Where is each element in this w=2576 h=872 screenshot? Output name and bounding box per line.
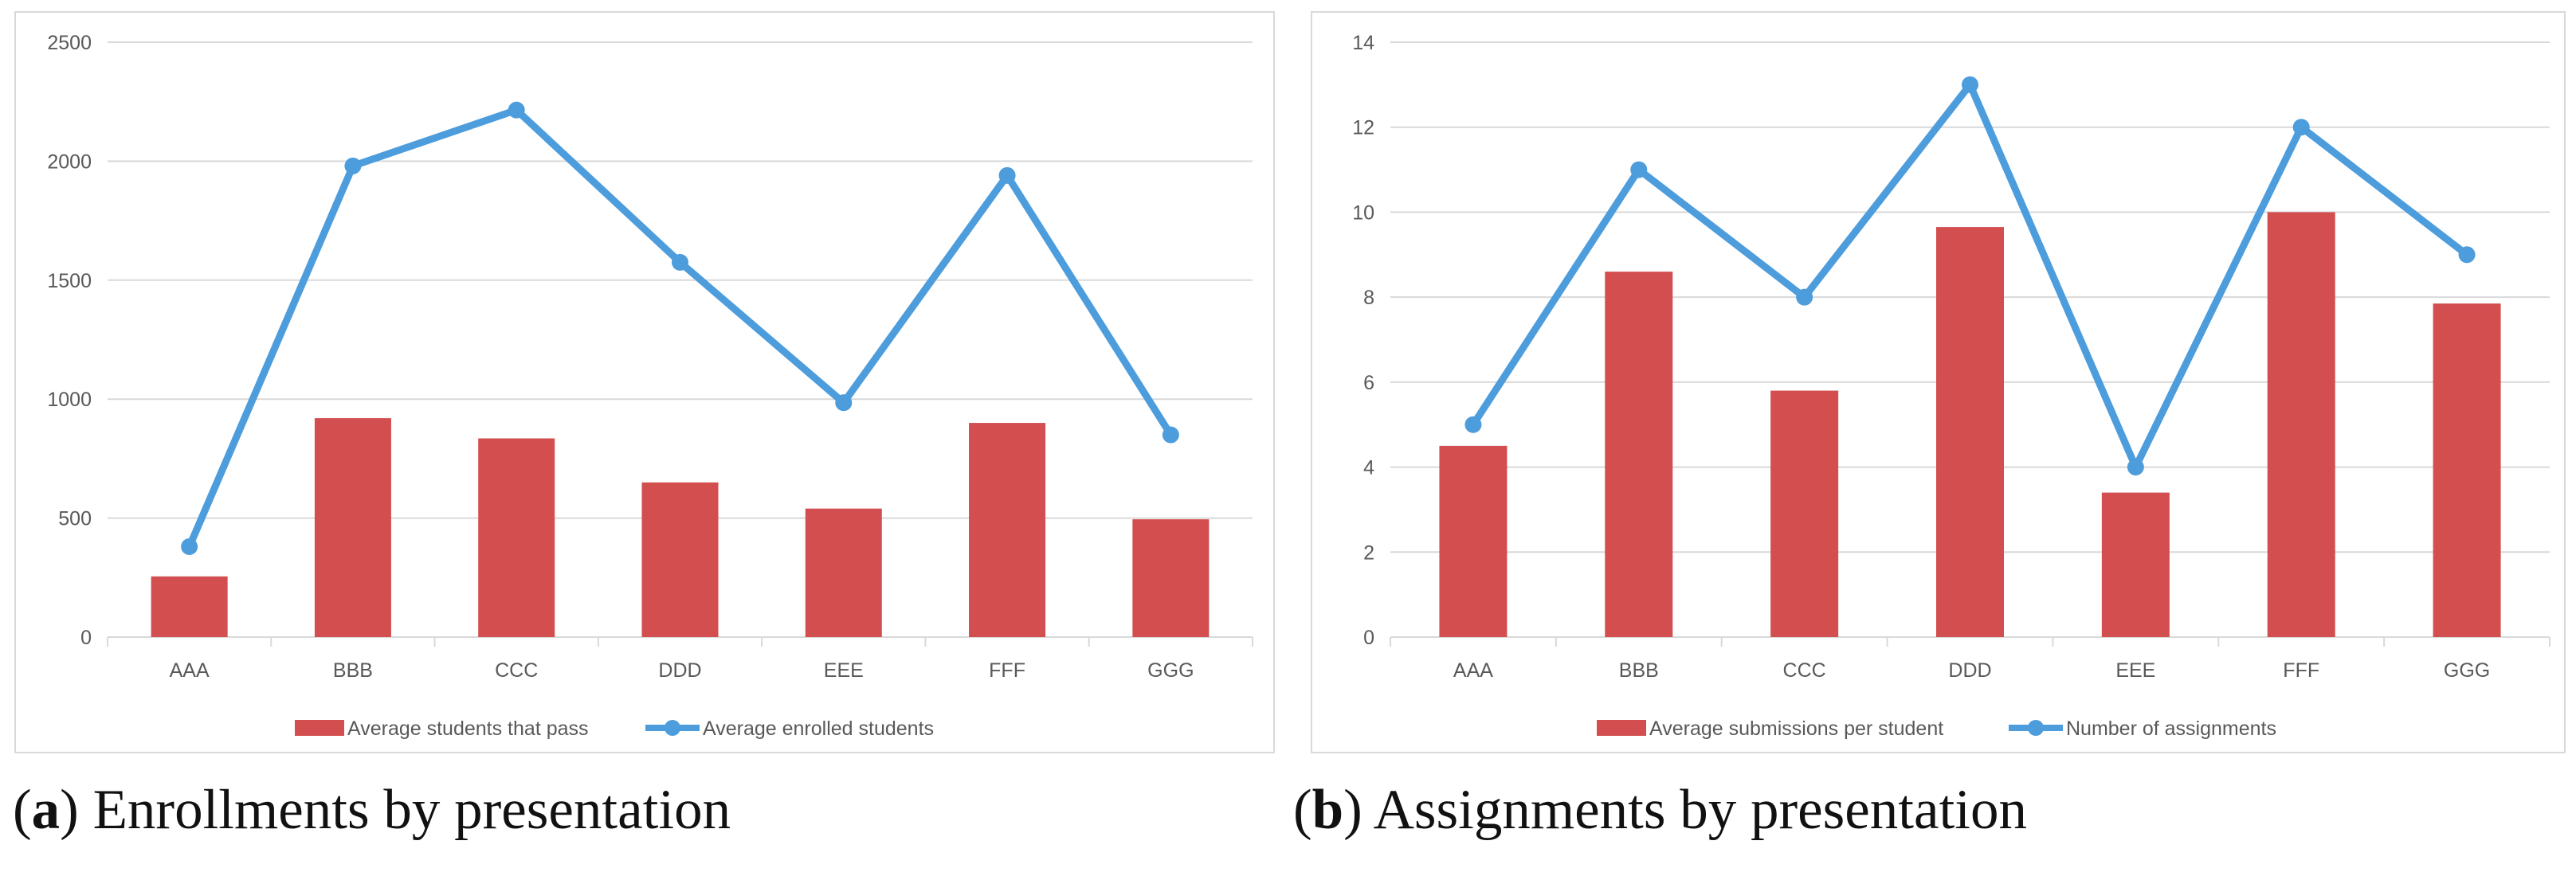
bar (2433, 303, 2501, 637)
caption-letter: a (31, 779, 61, 841)
x-tick-label: EEE (824, 659, 864, 682)
x-tick-label: DDD (658, 659, 701, 682)
assignments-chart: 0 2 4 6 8 10 12 14 AAA BBB CCC DDD EEE FFF GGG Average … (1352, 32, 2551, 740)
x-tick-label: EEE (2115, 659, 2155, 682)
y-tick-label: 0 (1363, 627, 1374, 649)
legend-label: Average enrolled students (703, 718, 934, 740)
caption-text: Assignments by presentation (1362, 779, 2027, 841)
y-tick-label: 6 (1363, 372, 1374, 394)
y-tick-label: 4 (1363, 457, 1374, 479)
x-tick-label: BBB (333, 659, 373, 682)
caption-enrollments: (a) Enrollments by presentation (13, 782, 731, 839)
y-tick-label: 500 (58, 508, 92, 530)
chart-panel-enrollments: 0 500 1000 1500 2000 2500 AAA BBB CCC DDD EEE FFF GG… (14, 11, 1275, 753)
bar (1439, 445, 1508, 637)
x-tick-label: GGG (2444, 659, 2490, 682)
y-tick-label: 10 (1352, 201, 1374, 224)
bar (641, 482, 719, 637)
legend-bar-swatch (295, 720, 344, 736)
y-tick-label: 12 (1352, 117, 1374, 139)
x-tick-label: DDD (1948, 659, 1991, 682)
caption-close-paren: ) (1343, 779, 1362, 841)
y-tick-label: 1000 (47, 389, 92, 411)
chart-panel-assignments: 0 2 4 6 8 10 12 14 AAA BBB CCC DDD EEE FFF GGG Average … (1311, 11, 2566, 753)
x-tick-label: BBB (1619, 659, 1659, 682)
line-marker (1796, 288, 1813, 306)
line-marker (998, 166, 1016, 184)
x-tick-label: CCC (495, 659, 538, 682)
bar (478, 438, 555, 637)
bar (314, 418, 391, 637)
enrollments-chart: 0 500 1000 1500 2000 2500 AAA BBB CCC DDD EEE FFF GG… (47, 32, 1253, 740)
legend-line-marker (665, 720, 680, 736)
line-marker (1464, 416, 1482, 433)
line-marker (2127, 459, 2144, 476)
line-marker (181, 538, 198, 555)
bar (969, 423, 1046, 637)
line-marker (1162, 426, 1179, 444)
bar (1936, 227, 2004, 637)
bar (1770, 390, 1839, 637)
y-tick-label: 2500 (47, 32, 92, 54)
legend-label: Number of assignments (2066, 718, 2276, 740)
x-tick-label: FFF (989, 659, 1025, 682)
legend-bar-swatch (1597, 720, 1646, 736)
caption-close-paren: ) (60, 779, 79, 841)
legend-line-marker (2028, 720, 2044, 736)
line-marker (672, 253, 688, 271)
bar (2267, 212, 2335, 637)
caption-open-paren: ( (1293, 779, 1312, 841)
bar (1605, 272, 1673, 637)
y-tick-label: 2000 (47, 151, 92, 173)
x-tick-label: AAA (170, 659, 210, 682)
line-marker (344, 157, 362, 174)
y-tick-label: 1500 (47, 270, 92, 292)
line-marker (2292, 119, 2310, 136)
x-tick-label: FFF (2283, 659, 2319, 682)
y-tick-label: 14 (1352, 32, 1374, 54)
line-marker (835, 394, 853, 412)
x-tick-label: AAA (1453, 659, 1493, 682)
caption-letter: b (1312, 779, 1344, 841)
line-marker (2458, 246, 2476, 264)
bar (1132, 519, 1210, 637)
legend-label: Average students that pass (347, 718, 589, 740)
y-tick-label: 8 (1363, 287, 1374, 309)
x-tick-label: GGG (1147, 659, 1194, 682)
line-marker (1630, 161, 1648, 178)
caption-text: Enrollments by presentation (78, 779, 731, 841)
bar (2101, 492, 2170, 637)
caption-open-paren: ( (13, 779, 32, 841)
bar (151, 576, 228, 637)
x-tick-label: CCC (1783, 659, 1826, 682)
caption-assignments: (b) Assignments by presentation (1293, 782, 2027, 839)
y-tick-label: 2 (1363, 542, 1374, 564)
y-tick-label: 0 (80, 627, 92, 649)
line-marker (508, 101, 525, 119)
legend-label: Average submissions per student (1649, 718, 1943, 740)
bar (805, 508, 882, 637)
line-marker (1962, 76, 1978, 93)
